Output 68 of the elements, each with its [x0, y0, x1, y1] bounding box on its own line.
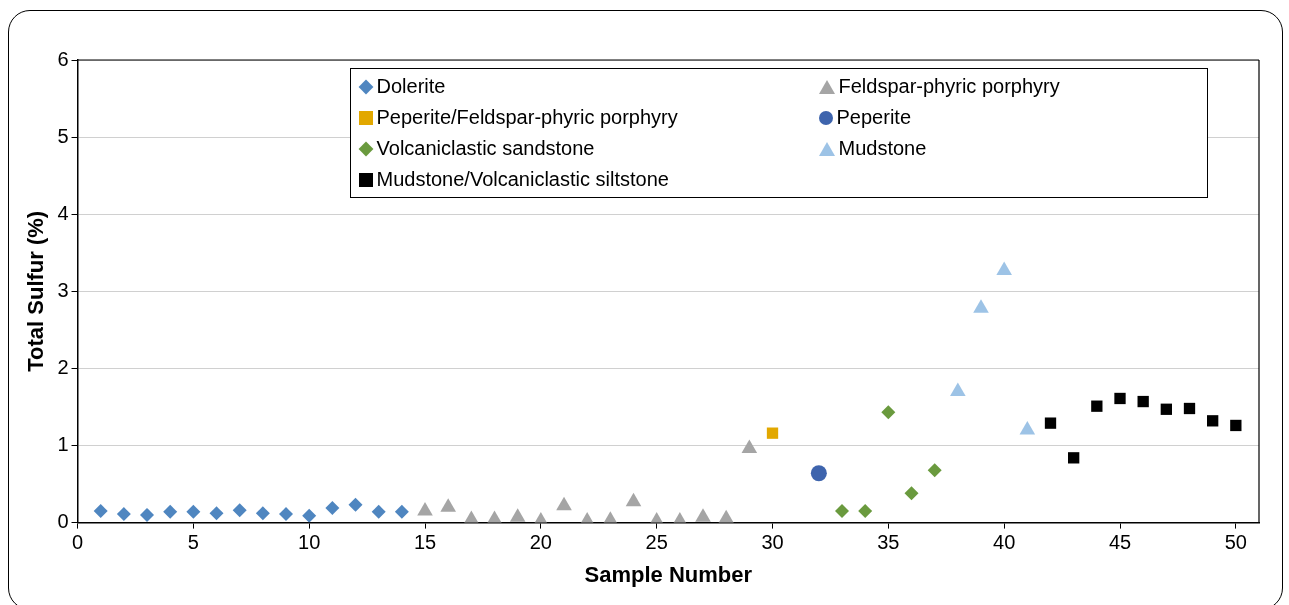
legend-label: Dolerite [376, 75, 446, 98]
x-tick-label: 45 [1108, 531, 1132, 554]
x-axis-title: Sample Number [584, 561, 753, 587]
x-tick-label: 35 [877, 531, 900, 554]
point [232, 503, 247, 518]
point [973, 299, 989, 313]
point [1068, 452, 1080, 464]
point [810, 465, 827, 482]
y-tick-label: 3 [57, 278, 69, 301]
x-tick-label: 10 [298, 531, 321, 554]
point [556, 496, 572, 511]
point [186, 504, 201, 519]
x-tick-label: 30 [761, 531, 784, 554]
x-tick-label: 0 [71, 531, 84, 554]
point [766, 427, 779, 439]
y-tick-label: 6 [57, 47, 69, 70]
y-tick-label: 5 [57, 124, 69, 147]
legend-label: Mudstone/Volcaniclastic siltstone [376, 168, 669, 191]
point [325, 500, 340, 515]
x-tick-label: 40 [993, 531, 1016, 554]
point [950, 382, 966, 397]
y-tick-label: 1 [57, 433, 69, 456]
point [140, 507, 155, 522]
point [209, 506, 224, 521]
point [417, 502, 433, 516]
point [741, 439, 758, 454]
point [1137, 395, 1149, 408]
point [904, 486, 919, 501]
y-tick-label: 0 [57, 510, 69, 533]
point [255, 506, 270, 521]
legend-label: Mudstone [838, 137, 927, 160]
legend-label: Peperite [836, 106, 912, 129]
y-tick-label: 2 [57, 355, 69, 378]
legend-label: Peperite/Feldspar-phyric porphyry [376, 106, 678, 129]
point [440, 498, 456, 512]
x-tick-label: 20 [529, 531, 552, 554]
point [1207, 415, 1219, 427]
point [881, 405, 896, 420]
point [858, 504, 873, 519]
legend-label: Feldspar-phyric porphyry [838, 75, 1060, 98]
y-tick-label: 4 [57, 201, 69, 224]
x-tick-label: 5 [187, 531, 199, 554]
point [835, 504, 850, 519]
point [394, 504, 409, 519]
point [116, 507, 131, 522]
point [1114, 392, 1126, 405]
y-axis-title: Total Sulfur (%) [23, 210, 49, 372]
point [509, 508, 526, 522]
point [302, 508, 317, 523]
legend-label: Volcaniclastic sandstone [376, 137, 595, 160]
point [1230, 419, 1242, 432]
point [1019, 421, 1036, 435]
point [371, 504, 386, 519]
point [93, 504, 108, 519]
point [927, 463, 942, 478]
point [279, 507, 294, 522]
point [625, 492, 642, 507]
point [1044, 417, 1057, 429]
x-tick-label: 25 [645, 531, 668, 554]
x-tick-label: 15 [413, 531, 437, 554]
point [1183, 402, 1196, 415]
point [1160, 403, 1172, 415]
point [1091, 400, 1103, 412]
point [996, 261, 1012, 275]
point [695, 508, 711, 522]
point [348, 497, 363, 512]
point [163, 504, 178, 519]
x-tick-label: 50 [1224, 531, 1247, 554]
